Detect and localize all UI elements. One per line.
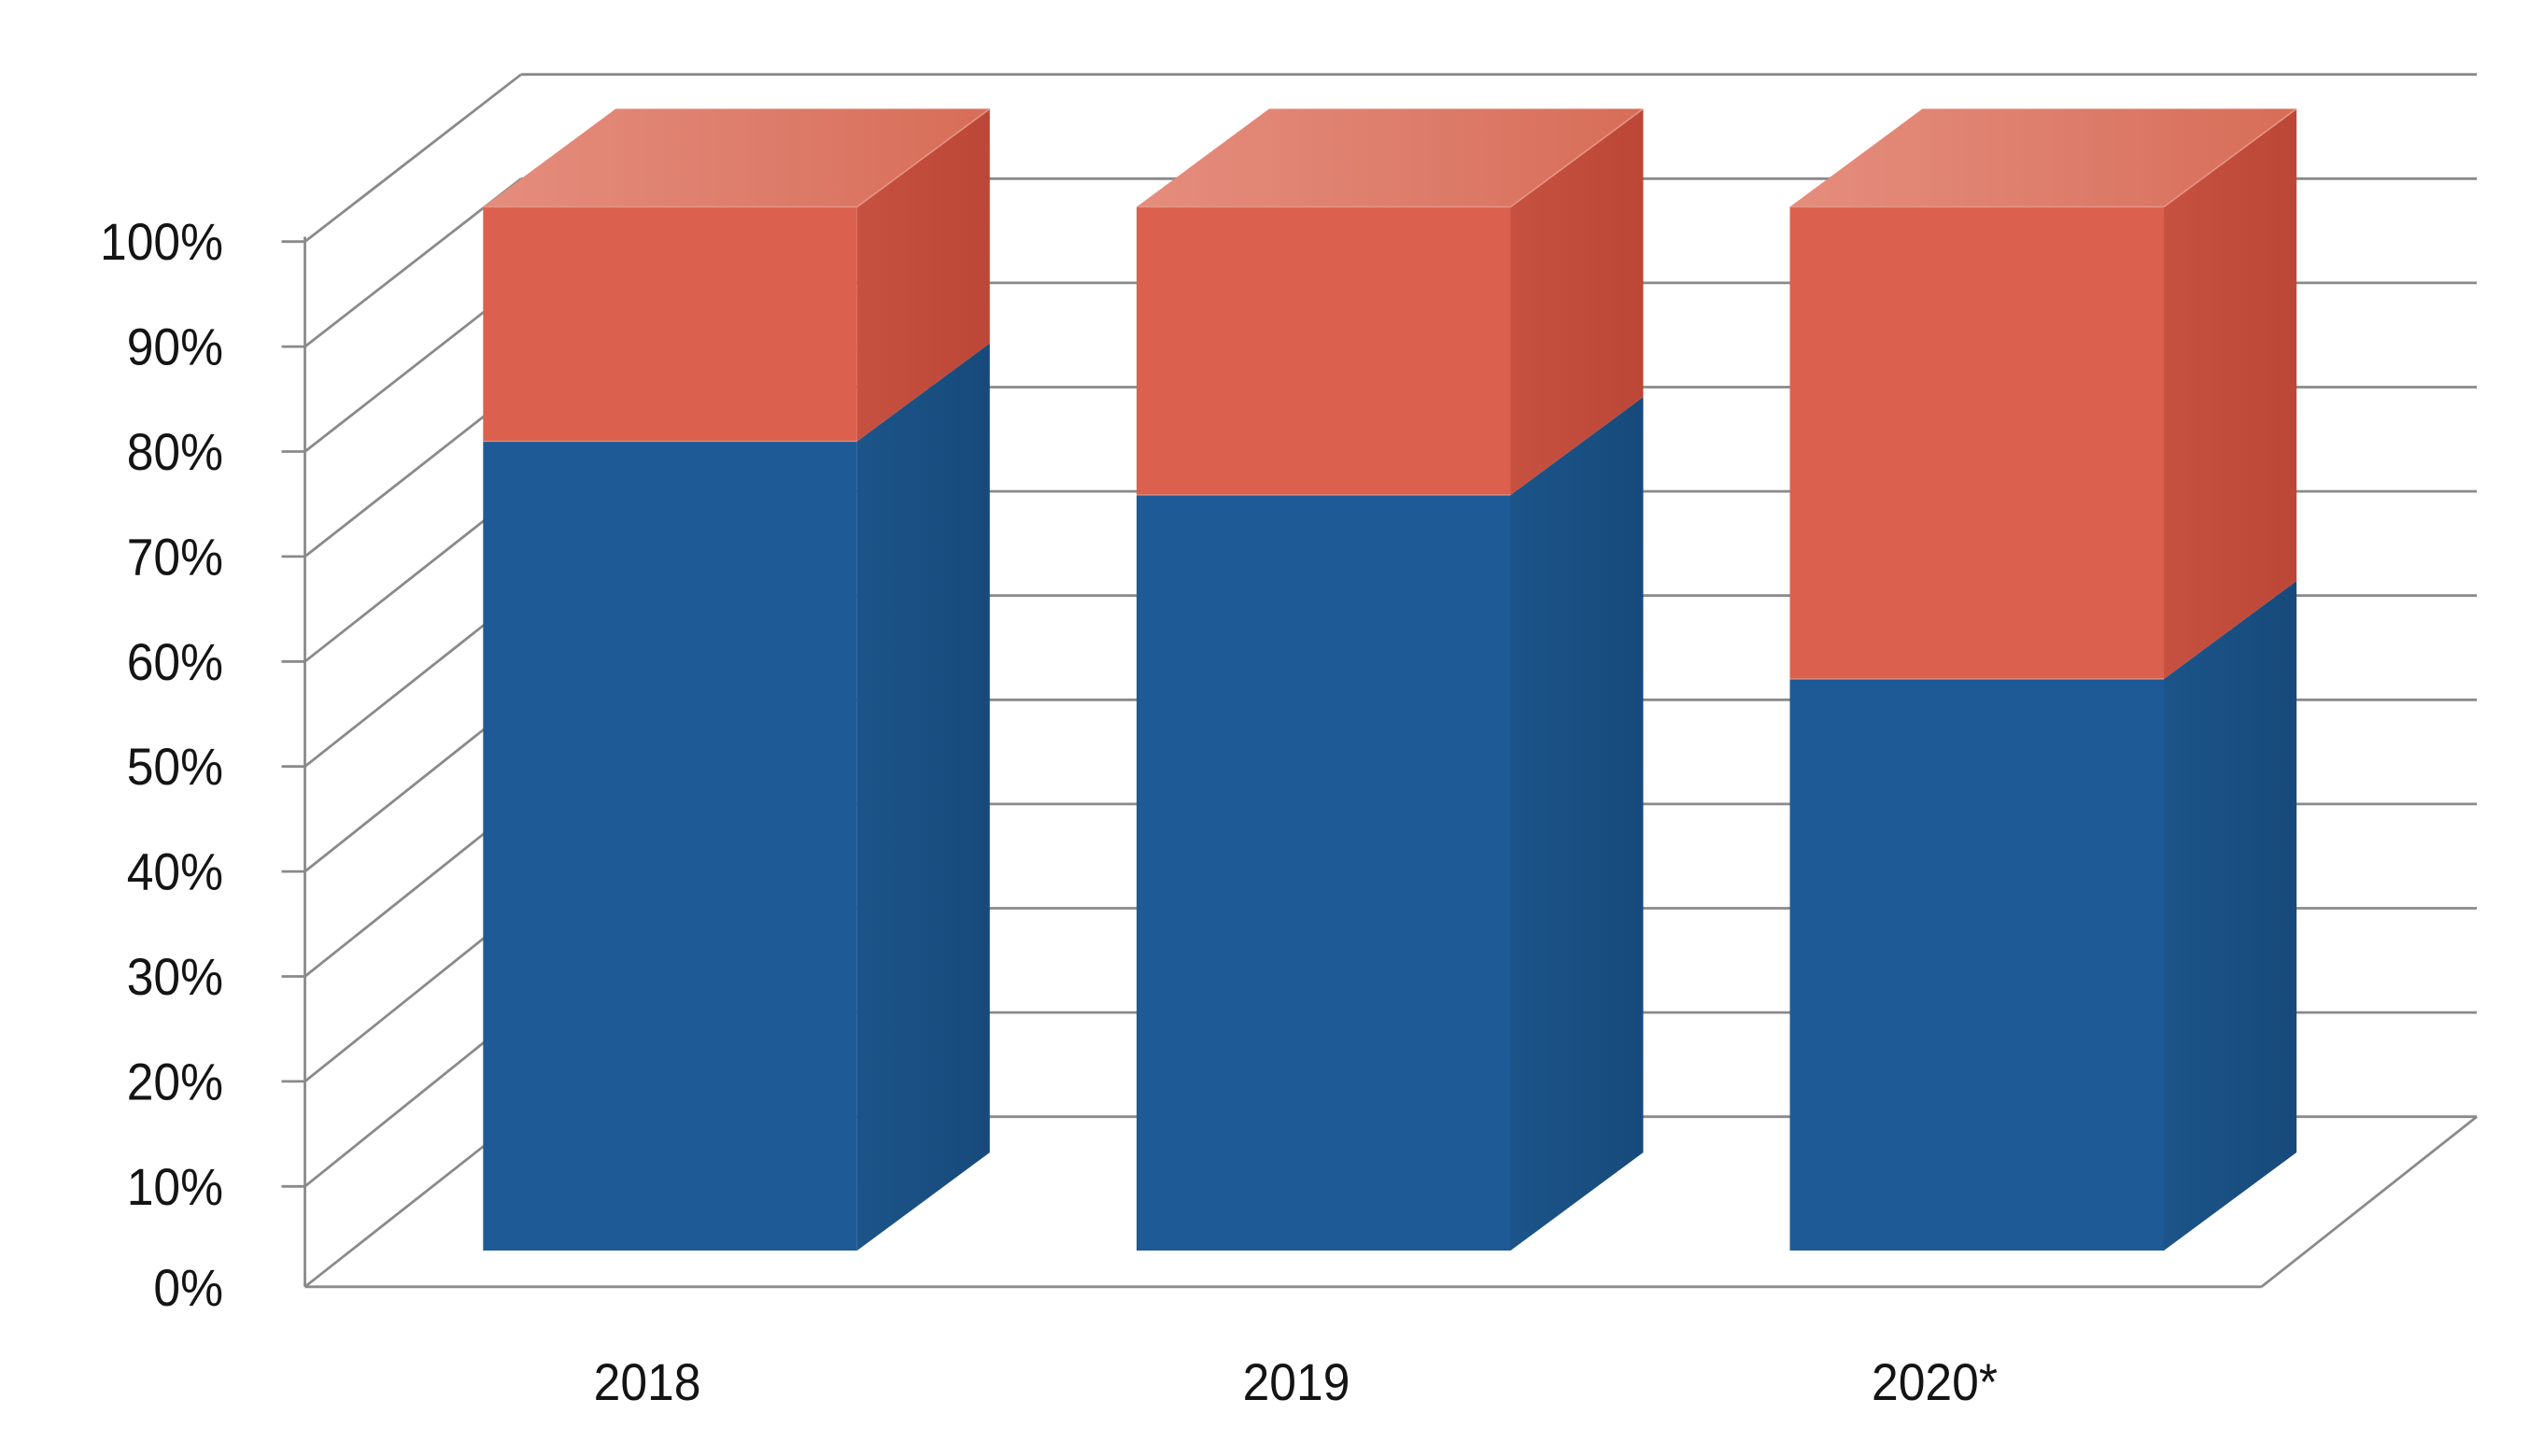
svg-text:90%: 90% bbox=[127, 318, 223, 376]
svg-text:30%: 30% bbox=[127, 948, 223, 1006]
svg-text:20%: 20% bbox=[127, 1053, 223, 1111]
svg-text:40%: 40% bbox=[127, 843, 223, 901]
svg-text:60%: 60% bbox=[127, 633, 223, 691]
svg-text:2019: 2019 bbox=[1243, 1353, 1350, 1411]
svg-text:70%: 70% bbox=[127, 529, 223, 587]
svg-text:80%: 80% bbox=[127, 423, 223, 481]
svg-text:2020*: 2020* bbox=[1872, 1353, 1998, 1411]
svg-text:0%: 0% bbox=[153, 1259, 223, 1317]
svg-text:10%: 10% bbox=[127, 1158, 223, 1216]
svg-text:100%: 100% bbox=[100, 213, 223, 271]
svg-text:2018: 2018 bbox=[594, 1353, 701, 1411]
svg-text:50%: 50% bbox=[127, 738, 223, 796]
